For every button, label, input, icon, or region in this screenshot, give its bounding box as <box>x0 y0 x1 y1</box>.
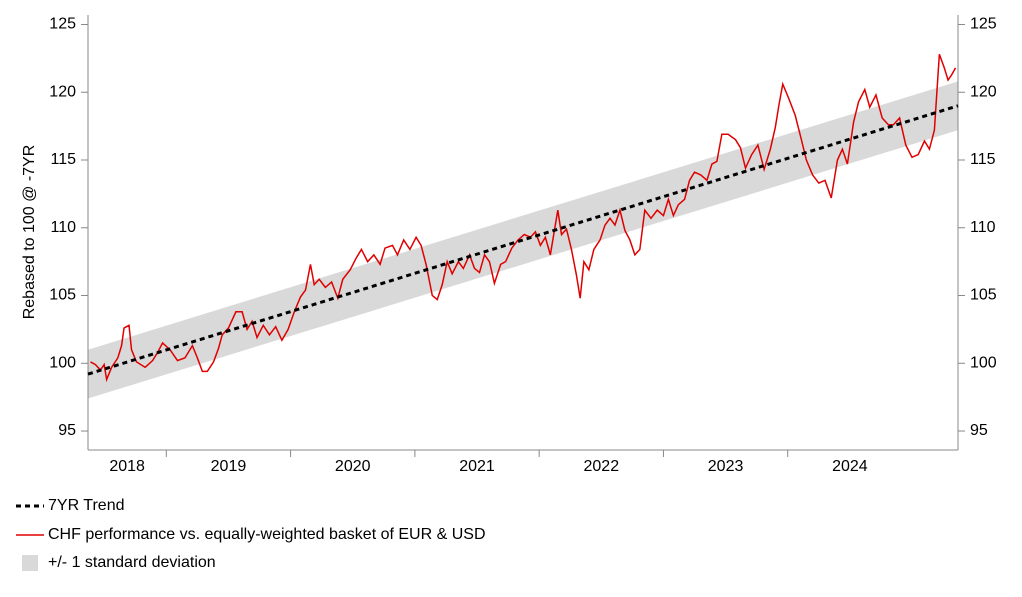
y-axis-label: Rebased to 100 @ -7YR <box>21 145 38 320</box>
std-band <box>88 81 958 399</box>
legend-label: +/- 1 standard deviation <box>48 554 216 571</box>
y2-tick-label: 100 <box>970 354 997 371</box>
legend-label: 7YR Trend <box>48 497 124 514</box>
x-tick-label: 2021 <box>459 458 495 475</box>
x-tick-label: 2018 <box>109 458 145 475</box>
y-tick-label: 105 <box>49 287 76 304</box>
y2-tick-label: 115 <box>970 151 996 168</box>
x-tick-label: 2023 <box>708 458 744 475</box>
y2-tick-label: 125 <box>970 16 997 33</box>
legend-swatch <box>22 555 38 571</box>
y2-tick-label: 120 <box>970 83 997 100</box>
y-tick-label: 115 <box>50 151 76 168</box>
y2-tick-label: 110 <box>970 219 996 236</box>
x-tick-label: 2024 <box>832 458 868 475</box>
y-tick-label: 100 <box>49 354 76 371</box>
legend-label: CHF performance vs. equally-weighted bas… <box>48 526 486 543</box>
y2-tick-label: 105 <box>970 287 997 304</box>
data-line <box>90 54 957 383</box>
y-tick-label: 125 <box>49 16 76 33</box>
trend-line <box>87 104 959 376</box>
y2-tick-label: 95 <box>970 422 988 439</box>
x-tick-label: 2020 <box>335 458 371 475</box>
y-tick-label: 110 <box>50 219 76 236</box>
x-tick-label: 2022 <box>584 458 620 475</box>
x-tick-label: 2019 <box>211 458 247 475</box>
y-tick-label: 95 <box>58 422 76 439</box>
y-tick-label: 120 <box>49 83 76 100</box>
